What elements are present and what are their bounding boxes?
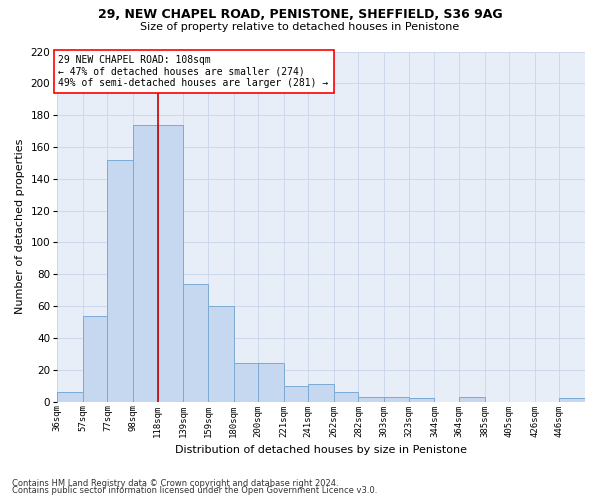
- Bar: [184, 284, 208, 402]
- Bar: [233, 364, 258, 402]
- Bar: [409, 398, 434, 402]
- Bar: [284, 386, 308, 402]
- Bar: [334, 392, 358, 402]
- Bar: [384, 397, 409, 402]
- Bar: [559, 398, 585, 402]
- Bar: [57, 392, 83, 402]
- Bar: [158, 124, 184, 402]
- Text: Size of property relative to detached houses in Penistone: Size of property relative to detached ho…: [140, 22, 460, 32]
- X-axis label: Distribution of detached houses by size in Penistone: Distribution of detached houses by size …: [175, 445, 467, 455]
- Bar: [258, 364, 284, 402]
- Bar: [107, 160, 133, 402]
- Bar: [208, 306, 233, 402]
- Bar: [358, 397, 384, 402]
- Bar: [459, 397, 485, 402]
- Bar: [83, 316, 107, 402]
- Text: Contains HM Land Registry data © Crown copyright and database right 2024.: Contains HM Land Registry data © Crown c…: [12, 478, 338, 488]
- Y-axis label: Number of detached properties: Number of detached properties: [15, 139, 25, 314]
- Text: 29 NEW CHAPEL ROAD: 108sqm
← 47% of detached houses are smaller (274)
49% of sem: 29 NEW CHAPEL ROAD: 108sqm ← 47% of deta…: [58, 54, 329, 88]
- Bar: [308, 384, 334, 402]
- Bar: [133, 124, 158, 402]
- Text: Contains public sector information licensed under the Open Government Licence v3: Contains public sector information licen…: [12, 486, 377, 495]
- Text: 29, NEW CHAPEL ROAD, PENISTONE, SHEFFIELD, S36 9AG: 29, NEW CHAPEL ROAD, PENISTONE, SHEFFIEL…: [98, 8, 502, 20]
